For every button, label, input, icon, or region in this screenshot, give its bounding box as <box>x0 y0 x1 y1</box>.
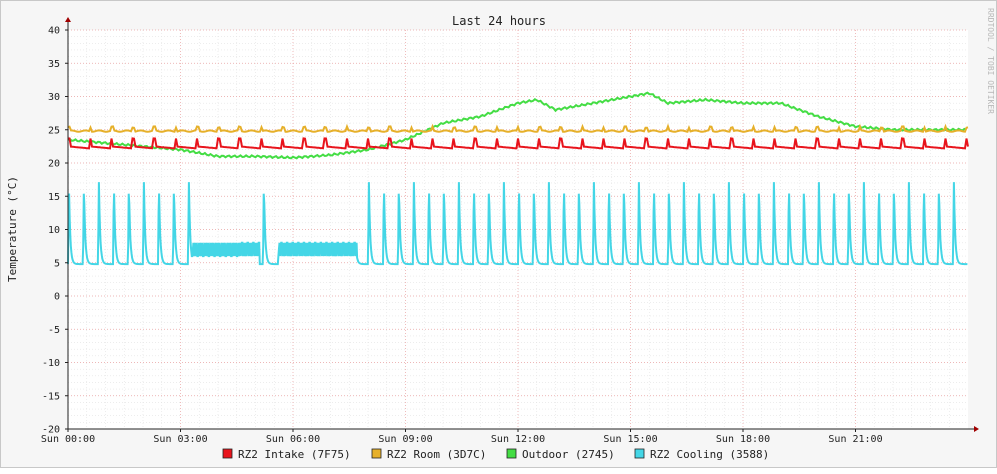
y-tick-labels: 40 35 30 25 20 15 10 5 0 -5 -10 -15 -20 <box>42 26 60 436</box>
chart-title: Last 24 hours <box>452 14 546 28</box>
x-tick-label: Sun 21:00 <box>828 434 882 445</box>
legend-label: RZ2 Room (3D7C) <box>387 448 486 461</box>
series-line-rz2-intake <box>67 137 969 150</box>
legend-swatch <box>506 448 517 459</box>
y-tick-label: -15 <box>42 391 60 402</box>
x-tick-labels: Sun 00:00 Sun 03:00 Sun 06:00 Sun 09:00 Sun … <box>41 434 883 445</box>
y-tick-label: 35 <box>48 59 60 70</box>
series-line-rz2-cooling <box>67 182 968 266</box>
y-tick-label: 25 <box>48 125 60 136</box>
x-tick-label: Sun 15:00 <box>603 434 657 445</box>
x-tick-label: Sun 09:00 <box>378 434 432 445</box>
y-tick-label: 0 <box>54 292 60 303</box>
y-tick-label: 10 <box>48 225 60 236</box>
x-tick-label: Sun 18:00 <box>716 434 770 445</box>
legend-swatch <box>371 448 382 459</box>
rrdtool-watermark: RRDTOOL / TOBI OETIKER <box>986 8 995 114</box>
y-tick-label: -10 <box>42 358 60 369</box>
legend-label: RZ2 Cooling (3588) <box>650 448 769 461</box>
y-tick-label: -5 <box>48 325 60 336</box>
x-axis-arrow <box>974 426 979 432</box>
x-tick-label: Sun 03:00 <box>153 434 207 445</box>
legend-label: Outdoor (2745) <box>522 448 615 461</box>
y-axis-arrow <box>65 17 71 22</box>
y-tick-label: 40 <box>48 26 60 37</box>
series-layer <box>67 91 969 266</box>
y-axis-label: Temperature (°C) <box>6 176 19 282</box>
y-tick-label: 15 <box>48 192 60 203</box>
legend-label: RZ2 Intake (7F75) <box>238 448 351 461</box>
legend-swatch <box>222 448 233 459</box>
x-tick-label: Sun 00:00 <box>41 434 95 445</box>
series-line-outdoor <box>67 91 967 160</box>
axes <box>65 17 979 432</box>
y-tick-label: 30 <box>48 92 60 103</box>
y-tick-label: 5 <box>54 258 60 269</box>
legend: RZ2 Intake (7F75) RZ2 Room (3D7C) Outdoor … <box>222 448 769 461</box>
series-line-rz2-room <box>67 123 969 133</box>
x-tick-label: Sun 06:00 <box>266 434 320 445</box>
x-tick-label: Sun 12:00 <box>491 434 545 445</box>
y-tick-label: -20 <box>42 425 60 436</box>
legend-swatch <box>634 448 645 459</box>
y-tick-label: 20 <box>48 159 60 170</box>
